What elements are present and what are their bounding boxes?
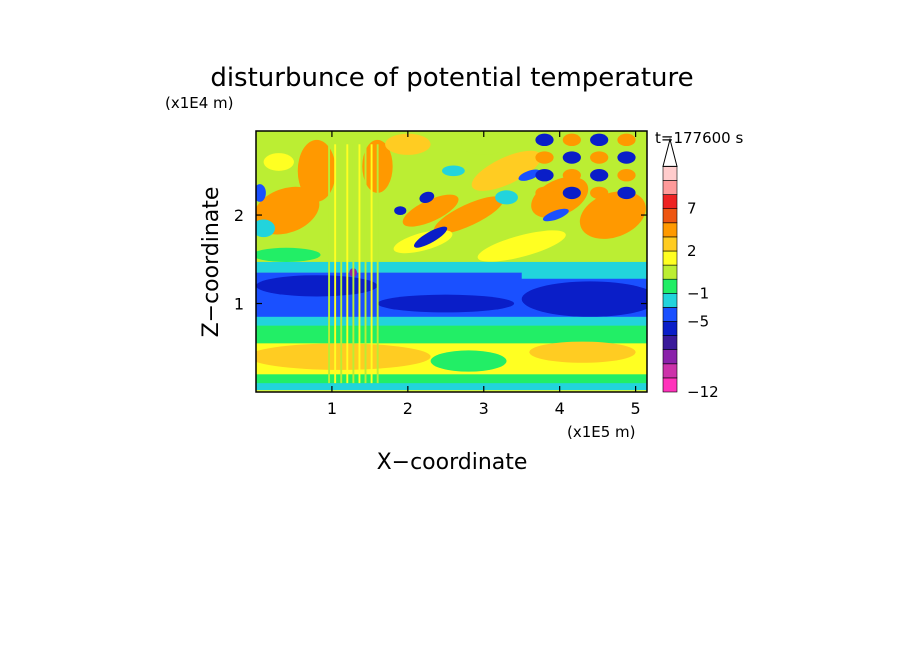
x-unit-label: (x1E5 m) [567, 423, 636, 441]
contour-region [617, 186, 636, 200]
contour-region [256, 343, 431, 370]
contour-region [579, 191, 646, 239]
contour-region [413, 226, 448, 248]
colorbar-arrow [662, 137, 678, 167]
colorbar-level [662, 250, 678, 266]
contour-region [535, 186, 554, 200]
x-tick-label: 1 [327, 399, 337, 418]
contour-region [521, 268, 647, 279]
contour-region [263, 153, 294, 171]
colorbar-level [662, 208, 678, 224]
x-tick-label: 3 [479, 399, 489, 418]
contour-region [377, 294, 515, 313]
colorbar-label: −12 [687, 383, 719, 401]
contour-region [590, 133, 609, 147]
y-tick-label: 2 [234, 206, 244, 225]
contour-region [394, 206, 407, 216]
plot-frame [255, 130, 648, 393]
contour-region [346, 144, 349, 384]
contour-region [256, 261, 647, 273]
contour-region [590, 186, 609, 200]
colorbar-level [662, 236, 678, 252]
contour-region [529, 341, 636, 363]
contour-region [521, 281, 647, 317]
contour-region [562, 169, 581, 182]
x-tick-label: 5 [631, 399, 641, 418]
colorbar-level [662, 180, 678, 195]
contour-region [590, 151, 609, 164]
contour-region [256, 219, 275, 238]
contour-region [562, 151, 581, 164]
colorbar-label: −1 [687, 284, 709, 302]
contour-region [256, 381, 647, 391]
x-axis: 1 2 3 4 5 [327, 131, 641, 418]
contour-region [471, 150, 542, 191]
colorbar-label: −5 [687, 313, 709, 331]
colorbar: −12−5−127 [662, 137, 719, 401]
colorbar-label: 2 [687, 242, 697, 260]
y-unit-label: (x1E4 m) [165, 94, 234, 112]
contour-region [562, 186, 581, 200]
contour-region [433, 196, 504, 234]
contour-region [297, 139, 336, 202]
colorbar-level [662, 222, 678, 238]
contour-region [256, 184, 266, 202]
contour-region [385, 133, 431, 155]
contour-region [617, 169, 636, 182]
x-tick-label: 4 [555, 399, 565, 418]
x-axis-label: X−coordinate [377, 450, 528, 475]
contour-region [562, 133, 581, 147]
contour-region [376, 144, 379, 384]
colorbar-level [662, 321, 678, 336]
colorbar-level [662, 349, 678, 365]
contour-region [617, 133, 636, 147]
colorbar-level [662, 166, 678, 181]
contour-region [256, 374, 647, 384]
contour-region [460, 133, 507, 155]
contour-region [402, 194, 459, 227]
colorbar-level [662, 377, 678, 393]
contour-region [542, 208, 569, 222]
contour-region [352, 144, 355, 384]
colorbar-level [662, 292, 678, 308]
colorbar-level [662, 278, 678, 294]
contour-region [535, 151, 554, 164]
contour-region [535, 169, 554, 182]
contour-region [442, 165, 465, 177]
contour-region [358, 144, 361, 384]
colorbar-level [662, 194, 678, 210]
contour-region [370, 144, 373, 384]
contour-region [340, 144, 343, 384]
chart-title: disturbunce of potential temperature [210, 63, 693, 93]
contour-region [495, 190, 518, 205]
contour-region [590, 169, 609, 182]
contour-field [256, 131, 647, 392]
colorbar-level [662, 264, 678, 280]
y-axis-label: Z−coordinate [199, 187, 224, 338]
y-axis: 12 [234, 206, 647, 314]
contour-region [477, 230, 566, 262]
x-tick-label: 2 [403, 399, 413, 418]
colorbar-level [662, 335, 678, 351]
contour-region [430, 350, 507, 372]
y-tick-label: 1 [234, 295, 244, 314]
contour-region [334, 144, 337, 384]
contour-region [518, 169, 541, 181]
colorbar-label: 7 [687, 200, 697, 218]
contour-region [364, 144, 367, 384]
contour-region [419, 191, 435, 203]
contour-region [617, 151, 636, 164]
colorbar-level [662, 363, 678, 379]
time-label: t=177600 s [655, 129, 743, 147]
contour-region [256, 247, 321, 262]
contour-region [535, 133, 554, 147]
contour-region [328, 144, 331, 384]
colorbar-level [662, 307, 678, 322]
